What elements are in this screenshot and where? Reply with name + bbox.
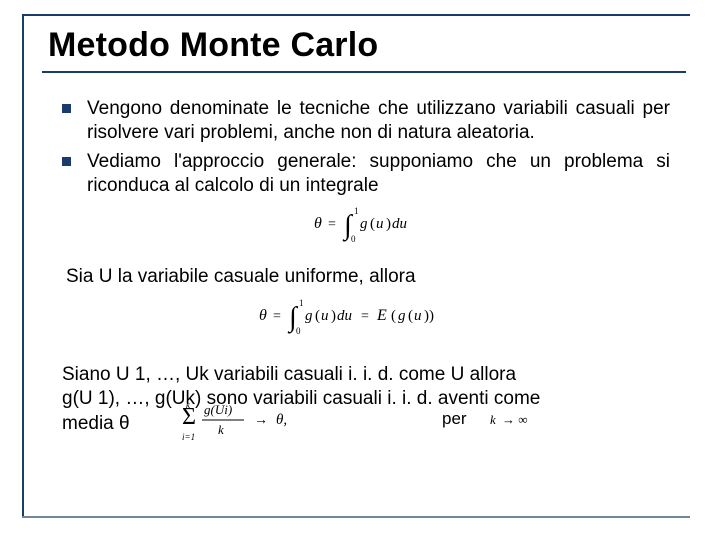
svg-text:0: 0 [351,234,356,244]
bullet-item: Vengono denominate le tecniche che utili… [62,97,670,146]
svg-text:g(Ui): g(Ui) [204,402,232,417]
bullet-text: Vediamo l'approccio generale: supponiamo… [87,150,670,199]
svg-text:θ,: θ, [276,412,287,428]
svg-text:g: g [360,216,368,232]
square-bullet-icon [62,104,71,113]
svg-text:0: 0 [296,326,301,336]
frame-left-border [22,14,24,518]
svg-text:per: per [442,409,467,428]
formula-theta-expectation: θ = ∫ 1 0 g ( u ) du = E ( g ( u )) [62,296,670,341]
bullet-item: Vediamo l'approccio generale: supponiamo… [62,150,670,199]
svg-text:1: 1 [299,298,304,308]
svg-text:θ: θ [259,307,267,324]
svg-text:(: ( [370,216,375,232]
svg-text:i=1: i=1 [182,432,195,442]
square-bullet-icon [62,157,71,166]
svg-text:u: u [376,216,384,232]
svg-text:g: g [305,308,313,324]
integral-expectation-icon: θ = ∫ 1 0 g ( u ) du = E ( g ( u )) [251,296,481,336]
slide-title: Metodo Monte Carlo [48,26,692,71]
integral-icon: θ = ∫ 1 0 g ( u ) du [296,204,436,244]
bullet-text: Vengono denominate le tecniche che utili… [87,97,670,146]
svg-text:=: = [273,309,281,324]
svg-text:u: u [321,308,329,324]
svg-text:k: k [218,422,224,437]
text-line: Siano U 1, …, Uk variabili casuali i. i.… [62,364,516,385]
svg-text:(: ( [408,308,413,324]
slide-container: Metodo Monte Carlo Vengono denominate le… [0,0,720,540]
frame-bottom-border [22,516,690,518]
svg-text:=: = [361,309,369,324]
svg-text:)): )) [424,308,434,324]
text-line: media θ [62,413,130,434]
frame-top-border [22,14,690,16]
svg-text:du: du [392,216,407,232]
svg-text:(: ( [391,308,396,324]
svg-text:E: E [376,307,387,324]
svg-text:g: g [398,308,406,324]
svg-text:): ) [331,308,336,324]
svg-text:=: = [328,217,336,232]
svg-text:k: k [490,412,496,427]
svg-text:1: 1 [354,206,359,216]
svg-text:→ ∞: → ∞ [502,412,528,427]
limit-formula-icon: Σ k i=1 g(Ui) k → θ, per k → ∞ [182,400,602,444]
svg-text:du: du [337,308,352,324]
slide-content: Vengono denominate le tecniche che utili… [28,73,692,480]
svg-text:): ) [386,216,391,232]
formula-limit-row: Σ k i=1 g(Ui) k → θ, per k → ∞ [182,436,670,480]
svg-text:u: u [414,308,422,324]
svg-text:θ: θ [314,215,322,232]
formula-theta-integral: θ = ∫ 1 0 g ( u ) du [62,204,670,249]
svg-text:(: ( [315,308,320,324]
paragraph: Sia U la variabile casuale uniforme, all… [66,265,670,290]
svg-text:→: → [254,413,268,428]
